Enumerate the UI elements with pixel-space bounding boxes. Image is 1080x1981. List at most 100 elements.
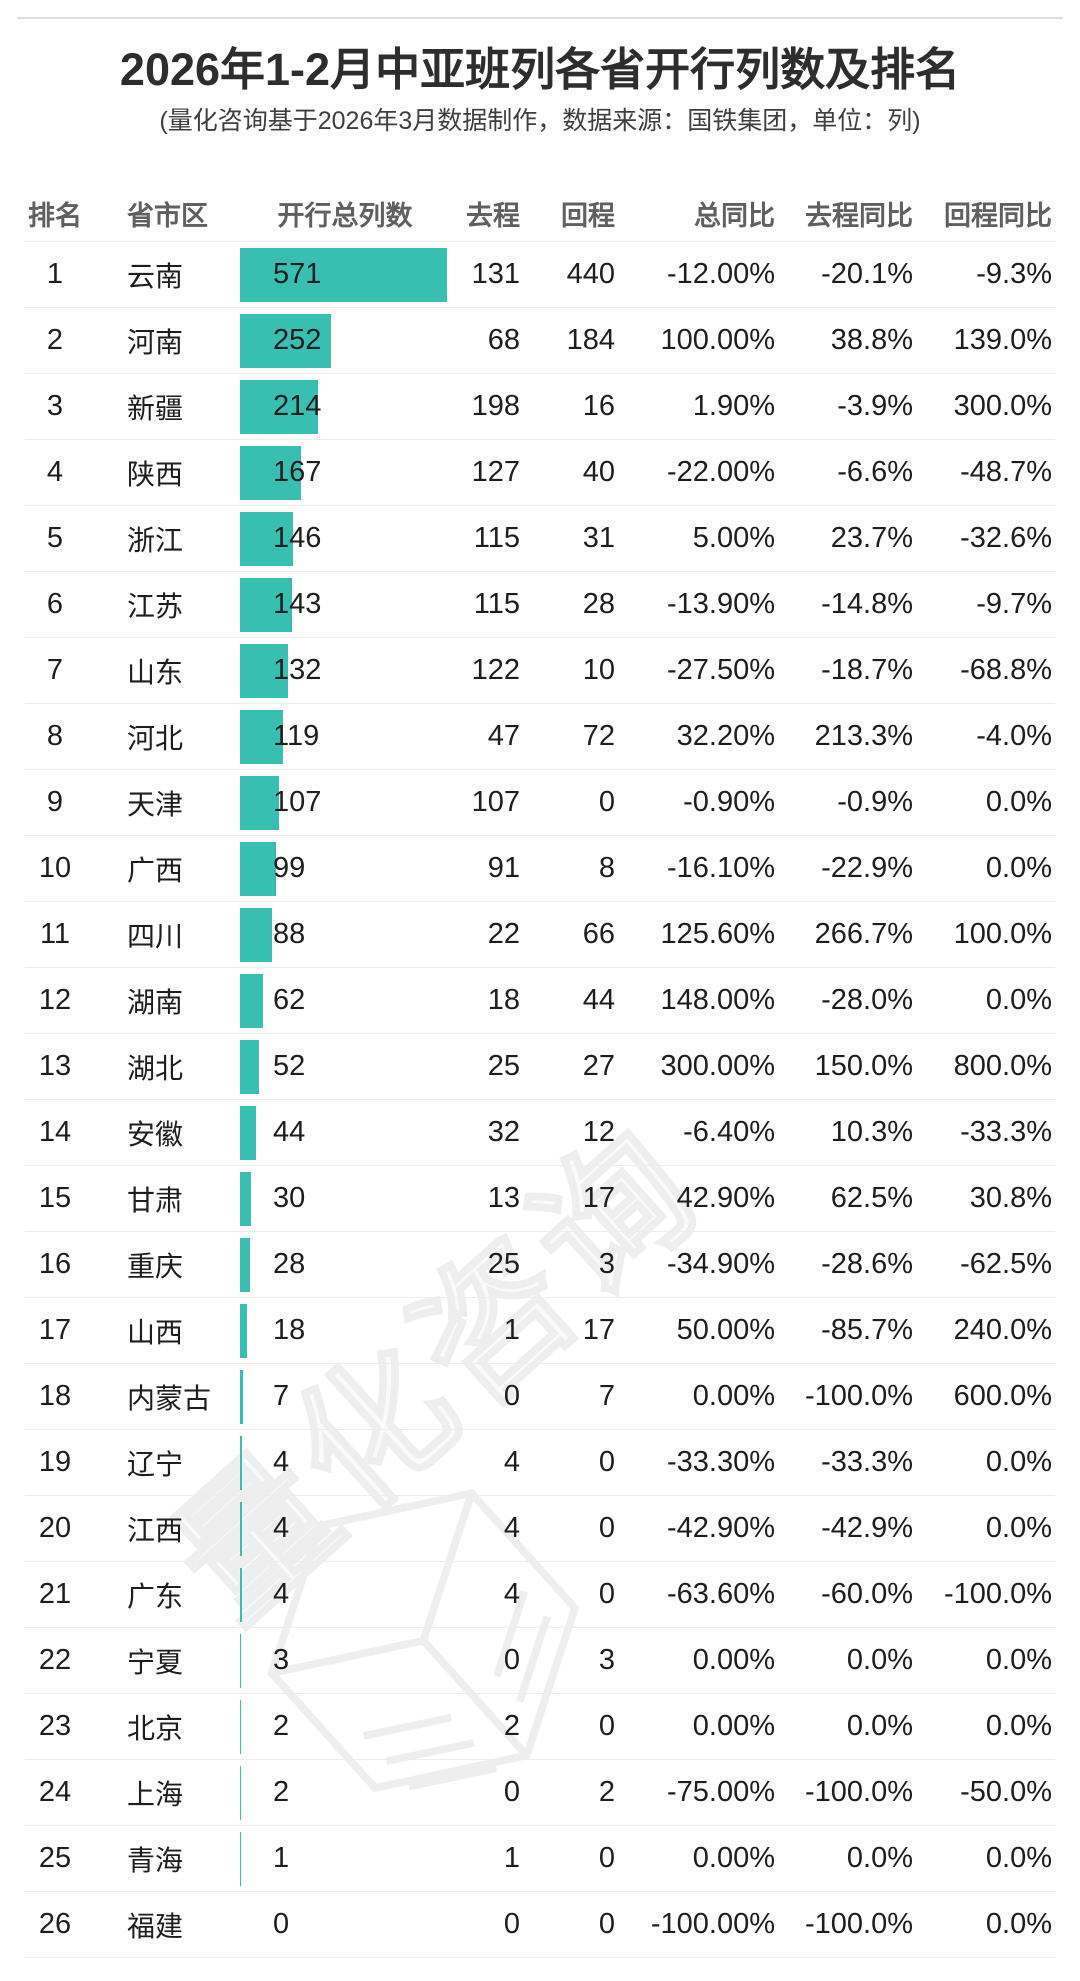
total-value: 2 bbox=[273, 1776, 290, 1808]
rank-cell: 19 bbox=[38, 1446, 72, 1478]
table-row: 1 云南 571 131 440 -12.00% -20.1% -9.3% bbox=[25, 241, 1055, 307]
outbound-cell: 18 bbox=[487, 984, 520, 1016]
return-yoy-cell: 0.0% bbox=[985, 1446, 1052, 1478]
province-cell: 内蒙古 bbox=[127, 1382, 212, 1414]
total-yoy-cell: 300.00% bbox=[660, 1050, 776, 1082]
total-cell: 119 bbox=[240, 704, 450, 769]
return-cell: 28 bbox=[582, 588, 615, 620]
return-cell: 0 bbox=[598, 1710, 615, 1742]
return-cell: 0 bbox=[598, 1512, 615, 1544]
return-cell: 17 bbox=[582, 1314, 615, 1346]
rank-cell: 3 bbox=[46, 390, 64, 422]
outbound-yoy-cell: -85.7% bbox=[821, 1314, 913, 1346]
bottom-divider bbox=[25, 1957, 1055, 1958]
total-value: 28 bbox=[273, 1248, 306, 1280]
table-row: 18 内蒙古 7 0 7 0.00% -100.0% 600.0% bbox=[25, 1363, 1055, 1429]
return-cell: 2 bbox=[598, 1776, 615, 1808]
table-row: 6 江苏 143 115 28 -13.90% -14.8% -9.7% bbox=[25, 571, 1055, 637]
rank-cell: 25 bbox=[38, 1842, 72, 1874]
return-cell: 31 bbox=[582, 522, 615, 554]
total-cell: 0 bbox=[240, 1892, 450, 1957]
total-yoy-cell: -33.30% bbox=[666, 1446, 775, 1478]
return-yoy-cell: -48.7% bbox=[960, 456, 1052, 488]
rank-cell: 26 bbox=[38, 1908, 72, 1940]
outbound-cell: 122 bbox=[471, 654, 520, 686]
total-yoy-cell: 5.00% bbox=[692, 522, 775, 554]
total-value: 52 bbox=[273, 1050, 306, 1082]
outbound-yoy-cell: 62.5% bbox=[830, 1182, 913, 1214]
outbound-cell: 0 bbox=[503, 1644, 520, 1676]
outbound-yoy-cell: -22.9% bbox=[821, 852, 913, 884]
return-cell: 8 bbox=[598, 852, 615, 884]
outbound-cell: 1 bbox=[503, 1314, 520, 1346]
total-yoy-cell: -12.00% bbox=[666, 258, 775, 290]
outbound-cell: 13 bbox=[487, 1182, 520, 1214]
return-cell: 0 bbox=[598, 1578, 615, 1610]
total-cell: 88 bbox=[240, 902, 450, 967]
total-value: 4 bbox=[273, 1512, 290, 1544]
outbound-cell: 68 bbox=[487, 324, 520, 356]
total-value: 7 bbox=[273, 1380, 290, 1412]
outbound-cell: 0 bbox=[503, 1908, 520, 1940]
table-row: 21 广东 4 4 0 -63.60% -60.0% -100.0% bbox=[25, 1561, 1055, 1627]
total-cell: 3 bbox=[240, 1628, 450, 1693]
total-yoy-cell: -100.00% bbox=[650, 1908, 775, 1940]
total-bar bbox=[240, 841, 276, 896]
province-cell: 河北 bbox=[127, 722, 184, 754]
outbound-yoy-cell: 213.3% bbox=[814, 720, 913, 752]
province-cell: 浙江 bbox=[127, 524, 184, 556]
outbound-yoy-cell: 0.0% bbox=[846, 1710, 913, 1742]
outbound-cell: 4 bbox=[503, 1512, 520, 1544]
total-cell: 4 bbox=[240, 1562, 450, 1627]
total-yoy-cell: -42.90% bbox=[666, 1512, 775, 1544]
total-cell: 30 bbox=[240, 1166, 450, 1231]
province-cell: 甘肃 bbox=[127, 1184, 184, 1216]
table-row: 14 安徽 44 32 12 -6.40% 10.3% -33.3% bbox=[25, 1099, 1055, 1165]
province-cell: 北京 bbox=[127, 1712, 184, 1744]
return-yoy-cell: -68.8% bbox=[960, 654, 1052, 686]
outbound-yoy-cell: -3.9% bbox=[837, 390, 913, 422]
outbound-yoy-cell: 150.0% bbox=[814, 1050, 913, 1082]
rank-cell: 7 bbox=[46, 654, 64, 686]
outbound-yoy-cell: 23.7% bbox=[830, 522, 913, 554]
outbound-yoy-cell: -42.9% bbox=[821, 1512, 913, 1544]
province-cell: 新疆 bbox=[127, 392, 184, 424]
total-yoy-cell: 100.00% bbox=[660, 324, 776, 356]
total-yoy-cell: 0.00% bbox=[692, 1380, 775, 1412]
total-value: 99 bbox=[273, 852, 306, 884]
outbound-yoy-cell: 10.3% bbox=[830, 1116, 913, 1148]
total-yoy-cell: -6.40% bbox=[683, 1116, 775, 1148]
top-divider bbox=[17, 17, 1063, 19]
return-cell: 16 bbox=[582, 390, 615, 422]
return-cell: 66 bbox=[582, 918, 615, 950]
return-yoy-cell: 0.0% bbox=[985, 852, 1052, 884]
return-yoy-cell: 300.0% bbox=[953, 390, 1052, 422]
outbound-cell: 4 bbox=[503, 1446, 520, 1478]
return-cell: 0 bbox=[598, 1446, 615, 1478]
total-yoy-cell: -0.90% bbox=[683, 786, 775, 818]
total-value: 2 bbox=[273, 1710, 290, 1742]
outbound-cell: 0 bbox=[503, 1776, 520, 1808]
header-return-yoy: 回程同比 bbox=[944, 200, 1052, 231]
ranking-table: 排名 省市区 开行总列数 去程 回程 总同比 去程同比 回程同比 1 云南 571 1… bbox=[25, 185, 1055, 1958]
total-value: 4 bbox=[273, 1446, 290, 1478]
total-cell: 62 bbox=[240, 968, 450, 1033]
total-value: 88 bbox=[273, 918, 306, 950]
return-yoy-cell: 800.0% bbox=[953, 1050, 1052, 1082]
return-yoy-cell: -33.3% bbox=[960, 1116, 1052, 1148]
outbound-yoy-cell: -14.8% bbox=[821, 588, 913, 620]
province-cell: 安徽 bbox=[127, 1118, 184, 1150]
outbound-yoy-cell: -28.6% bbox=[821, 1248, 913, 1280]
return-cell: 7 bbox=[598, 1380, 615, 1412]
total-yoy-cell: 32.20% bbox=[676, 720, 775, 752]
rank-cell: 24 bbox=[38, 1776, 72, 1808]
table-row: 5 浙江 146 115 31 5.00% 23.7% -32.6% bbox=[25, 505, 1055, 571]
outbound-cell: 1 bbox=[503, 1842, 520, 1874]
page-subtitle: (量化咨询基于2026年3月数据制作，数据来源：国铁集团，单位：列) bbox=[159, 107, 921, 135]
province-cell: 陕西 bbox=[127, 458, 184, 490]
total-yoy-cell: 1.90% bbox=[692, 390, 775, 422]
return-cell: 27 bbox=[582, 1050, 615, 1082]
total-cell: 2 bbox=[240, 1694, 450, 1759]
total-bar bbox=[240, 709, 284, 764]
total-yoy-cell: 125.60% bbox=[660, 918, 776, 950]
